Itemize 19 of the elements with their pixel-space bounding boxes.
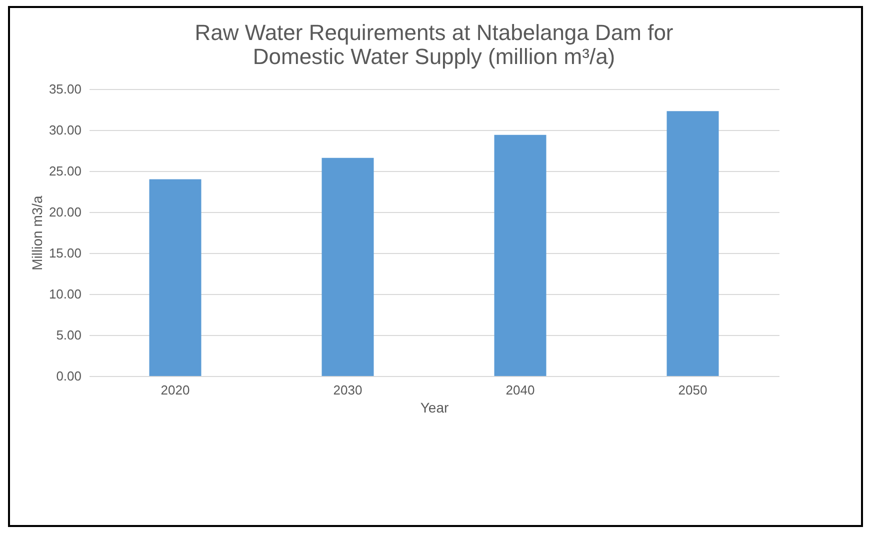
x-tick-label: 2050: [678, 382, 708, 398]
y-tick-label: 0.00: [56, 368, 82, 384]
y-tick-label: 30.00: [48, 122, 82, 138]
bar: [322, 158, 374, 376]
x-tick-label: 2040: [506, 382, 535, 398]
bar: [149, 179, 202, 376]
x-tick-label: 2030: [333, 382, 362, 398]
x-tick-label: 2020: [160, 382, 190, 398]
x-axis-title: Year: [420, 400, 449, 416]
y-tick-label: 5.00: [56, 328, 82, 342]
bar: [666, 111, 719, 376]
y-tick-label: 25.00: [48, 164, 82, 178]
y-tick-label: 15.00: [48, 246, 82, 260]
y-axis-title: Million m3/a: [28, 195, 45, 270]
y-tick-label: 20.00: [48, 204, 82, 220]
y-tick-label: 35.00: [48, 82, 82, 96]
bar: [494, 134, 546, 376]
y-tick-label: 10.00: [48, 286, 82, 302]
chart-title: Raw Water Requirements at Ntabelanga Dam for Domestic Water Supply (million m³/a): [194, 20, 674, 69]
